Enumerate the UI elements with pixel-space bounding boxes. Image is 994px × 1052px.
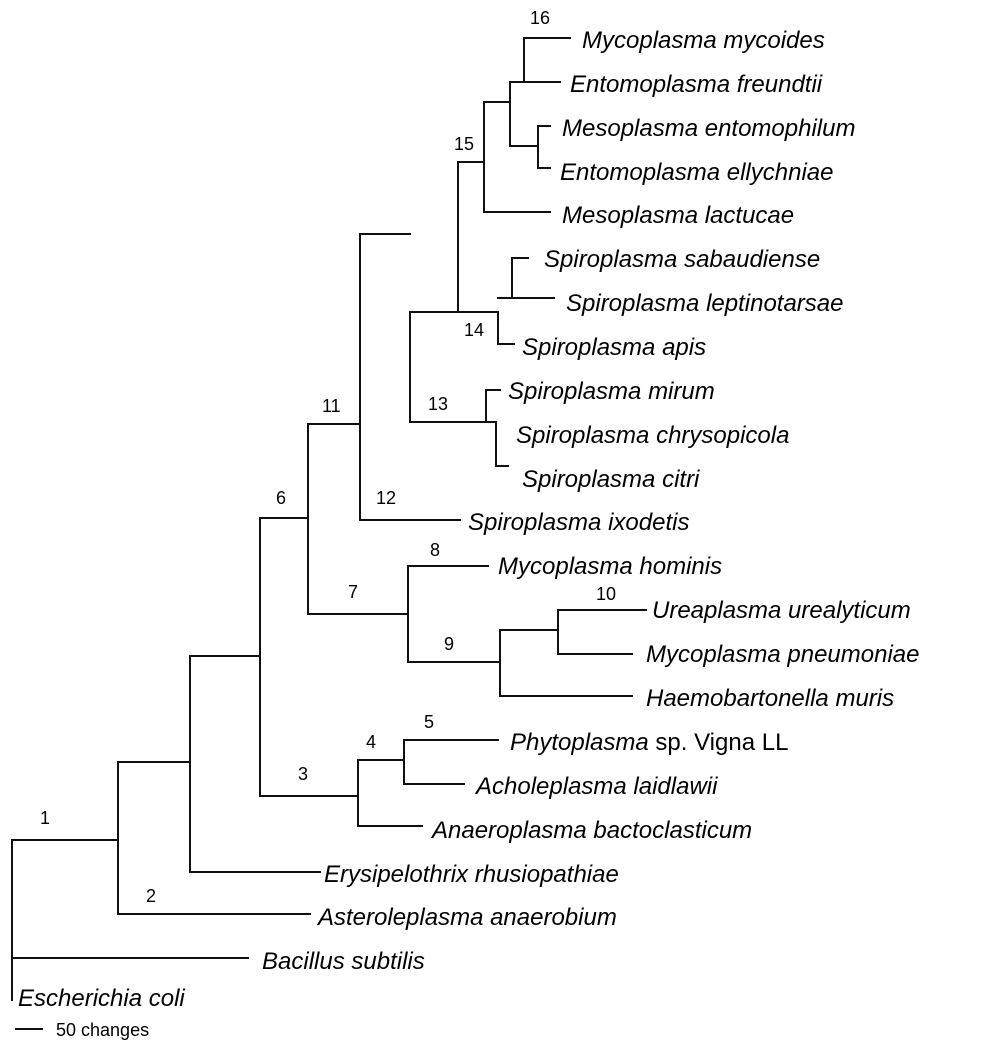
scale-bar: 50 changes — [15, 1020, 149, 1040]
node-label: 8 — [430, 540, 440, 560]
taxon-label: Spiroplasma ixodetis — [468, 509, 689, 536]
node-label: 3 — [298, 764, 308, 784]
node-label: 13 — [428, 394, 448, 414]
taxon-label: Spiroplasma citri — [522, 466, 700, 493]
taxon-label: Asteroleplasma anaerobium — [316, 904, 617, 931]
taxon-label: Mesoplasma lactucae — [562, 202, 794, 229]
taxon-label: Mesoplasma entomophilum — [562, 115, 855, 142]
taxon-label: Spiroplasma mirum — [508, 378, 715, 405]
scale-bar-label: 50 changes — [56, 1020, 149, 1040]
node-label: 16 — [530, 8, 550, 28]
taxon-label: Mycoplasma pneumoniae — [646, 641, 919, 668]
node-label: 6 — [276, 488, 286, 508]
node-label: 2 — [146, 886, 156, 906]
taxon-label: Acholeplasma laidlawii — [474, 773, 718, 800]
taxon-label: Erysipelothrix rhusiopathiae — [324, 861, 619, 888]
node-label: 12 — [376, 488, 396, 508]
taxon-label-suffix: sp. Vigna LL — [649, 729, 789, 756]
taxon-label: Bacillus subtilis — [262, 948, 425, 975]
node-label: 5 — [424, 712, 434, 732]
taxon-label: Escherichia coli — [18, 985, 185, 1012]
node-label: 10 — [596, 584, 616, 604]
tree-branches — [11, 37, 647, 1001]
taxon-label: Spiroplasma apis — [522, 334, 706, 361]
node-label: 14 — [464, 320, 484, 340]
node-label: 7 — [348, 582, 358, 602]
node-label: 4 — [366, 732, 376, 752]
taxon-label: Mycoplasma hominis — [498, 553, 722, 580]
taxon-label: Spiroplasma leptinotarsae — [566, 290, 844, 317]
taxon-label: Entomoplasma ellychniae — [560, 159, 833, 186]
node-label: 1 — [40, 808, 50, 828]
taxon-label: Spiroplasma chrysopicola — [516, 422, 789, 449]
taxon-label: Phytoplasma sp. Vigna LL — [510, 729, 788, 756]
node-labels: 1 2 3 4 5 6 7 8 9 10 11 12 13 14 15 16 — [40, 8, 616, 906]
taxon-label: Entomoplasma freundtii — [570, 71, 823, 98]
node-label: 11 — [322, 396, 341, 416]
node-label: 9 — [444, 634, 454, 654]
taxon-label: Spiroplasma sabaudiense — [544, 246, 820, 273]
taxon-labels: Mycoplasma mycoides Entomoplasma freundt… — [18, 27, 919, 1012]
taxon-label-genus: Phytoplasma — [510, 729, 649, 756]
taxon-label: Anaeroplasma bactoclasticum — [430, 817, 752, 844]
taxon-label: Mycoplasma mycoides — [582, 27, 825, 54]
node-label: 15 — [454, 134, 474, 154]
taxon-label: Ureaplasma urealyticum — [652, 597, 911, 624]
taxon-label: Haemobartonella muris — [646, 685, 894, 712]
